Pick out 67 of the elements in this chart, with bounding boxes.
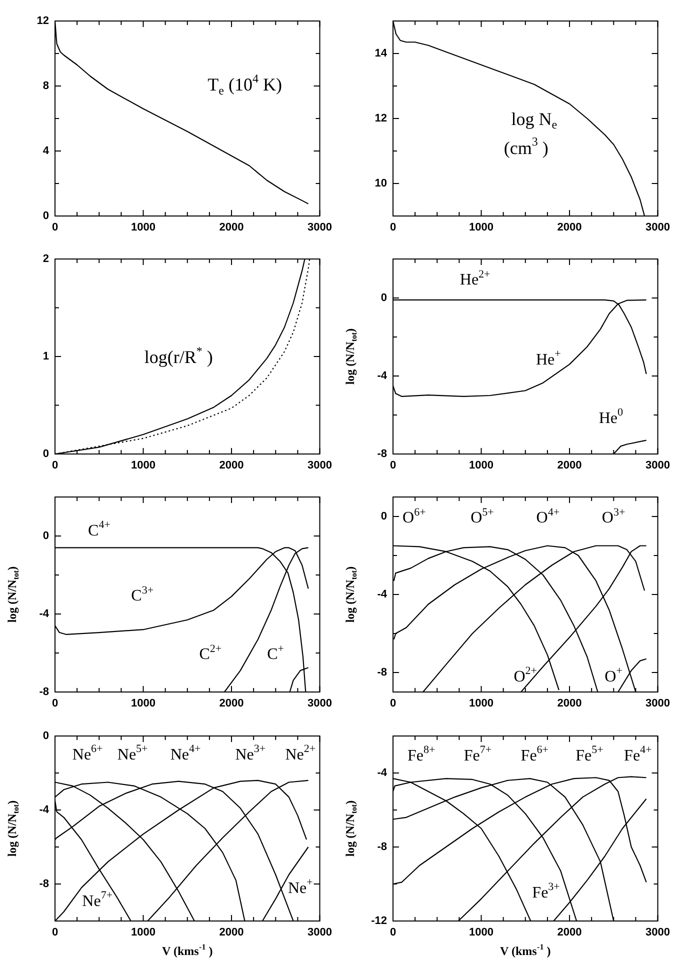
- x-tick-label: 0: [52, 926, 58, 939]
- x-tick-label: 3000: [646, 460, 670, 472]
- y-tick-label: -4: [377, 370, 388, 382]
- y-tick-label: 0: [380, 510, 387, 523]
- annotation: C+: [267, 642, 284, 664]
- y-tick-label: 1: [42, 350, 49, 363]
- annotation: He+: [536, 348, 561, 369]
- y-tick-label: 0: [42, 448, 49, 460]
- x-tick-label: 3000: [308, 698, 332, 710]
- x-tick-label: 1000: [469, 698, 494, 710]
- x-tick-label: 3000: [646, 698, 670, 710]
- y-tick-label: -4: [39, 804, 50, 816]
- y-tick-label: 0: [42, 730, 49, 742]
- x-tick-label: 1000: [469, 926, 494, 939]
- x-tick-label: 2000: [557, 926, 582, 939]
- x-tick-label: 2000: [557, 222, 582, 234]
- x-tick-label: 3000: [308, 460, 332, 472]
- x-tick-label: 3000: [646, 222, 670, 234]
- y-tick-label: -4: [377, 767, 388, 780]
- y-tick-label: 8: [42, 80, 49, 92]
- x-tick-label: 1000: [469, 460, 494, 472]
- y-axis-title: log (N/Ntot): [5, 800, 21, 857]
- y-tick-label: 4: [42, 145, 50, 158]
- y-tick-label: -4: [39, 608, 50, 620]
- y-tick-label: -8: [39, 686, 49, 698]
- y-tick-label: -8: [377, 841, 387, 854]
- y-tick-label: -8: [377, 666, 387, 679]
- y-tick-label: -8: [377, 448, 387, 460]
- y-tick-label: 12: [374, 112, 387, 125]
- y-tick-label: 10: [374, 178, 387, 190]
- y-tick-label: 0: [380, 292, 387, 304]
- x-tick-label: 3000: [308, 222, 332, 234]
- y-tick-label: -8: [39, 878, 49, 890]
- x-tick-label: 1000: [469, 222, 494, 234]
- x-tick-label: 0: [390, 926, 396, 939]
- y-axis-title: log (N/Ntot): [343, 328, 359, 385]
- x-tick-label: 0: [390, 222, 396, 234]
- x-tick-label: 0: [52, 698, 58, 710]
- x-tick-label: 1000: [131, 222, 156, 234]
- y-axis-title: log (N/Ntot): [5, 566, 21, 623]
- x-tick-label: 3000: [646, 926, 670, 939]
- x-tick-label: 3000: [308, 926, 332, 939]
- y-tick-label: -4: [377, 588, 388, 601]
- x-tick-label: 2000: [219, 698, 244, 710]
- y-axis-title: log (N/Ntot): [343, 800, 359, 857]
- x-tick-label: 0: [52, 222, 58, 234]
- annotation: O+: [604, 665, 622, 686]
- x-tick-label: 2000: [219, 926, 244, 939]
- annotation: log(r/R* ): [144, 344, 213, 368]
- y-tick-label: 2: [42, 253, 49, 266]
- x-tick-label: 1000: [131, 698, 156, 710]
- x-tick-label: 0: [390, 698, 396, 710]
- x-tick-label: 2000: [219, 460, 244, 472]
- y-axis-title: log (N/Ntot): [343, 566, 359, 623]
- y-tick-label: -12: [371, 915, 387, 928]
- y-tick-label: 12: [36, 15, 49, 28]
- annotation: Ne+: [288, 876, 313, 897]
- x-tick-label: 2000: [219, 222, 244, 234]
- x-tick-label: 0: [390, 460, 396, 472]
- x-tick-label: 2000: [557, 698, 582, 710]
- x-tick-label: 2000: [557, 460, 582, 472]
- y-tick-label: 14: [374, 48, 388, 60]
- x-tick-label: 0: [52, 460, 58, 472]
- y-tick-label: 0: [42, 210, 49, 222]
- x-tick-label: 1000: [131, 460, 156, 472]
- x-tick-label: 1000: [131, 926, 156, 939]
- y-tick-label: 0: [42, 530, 49, 542]
